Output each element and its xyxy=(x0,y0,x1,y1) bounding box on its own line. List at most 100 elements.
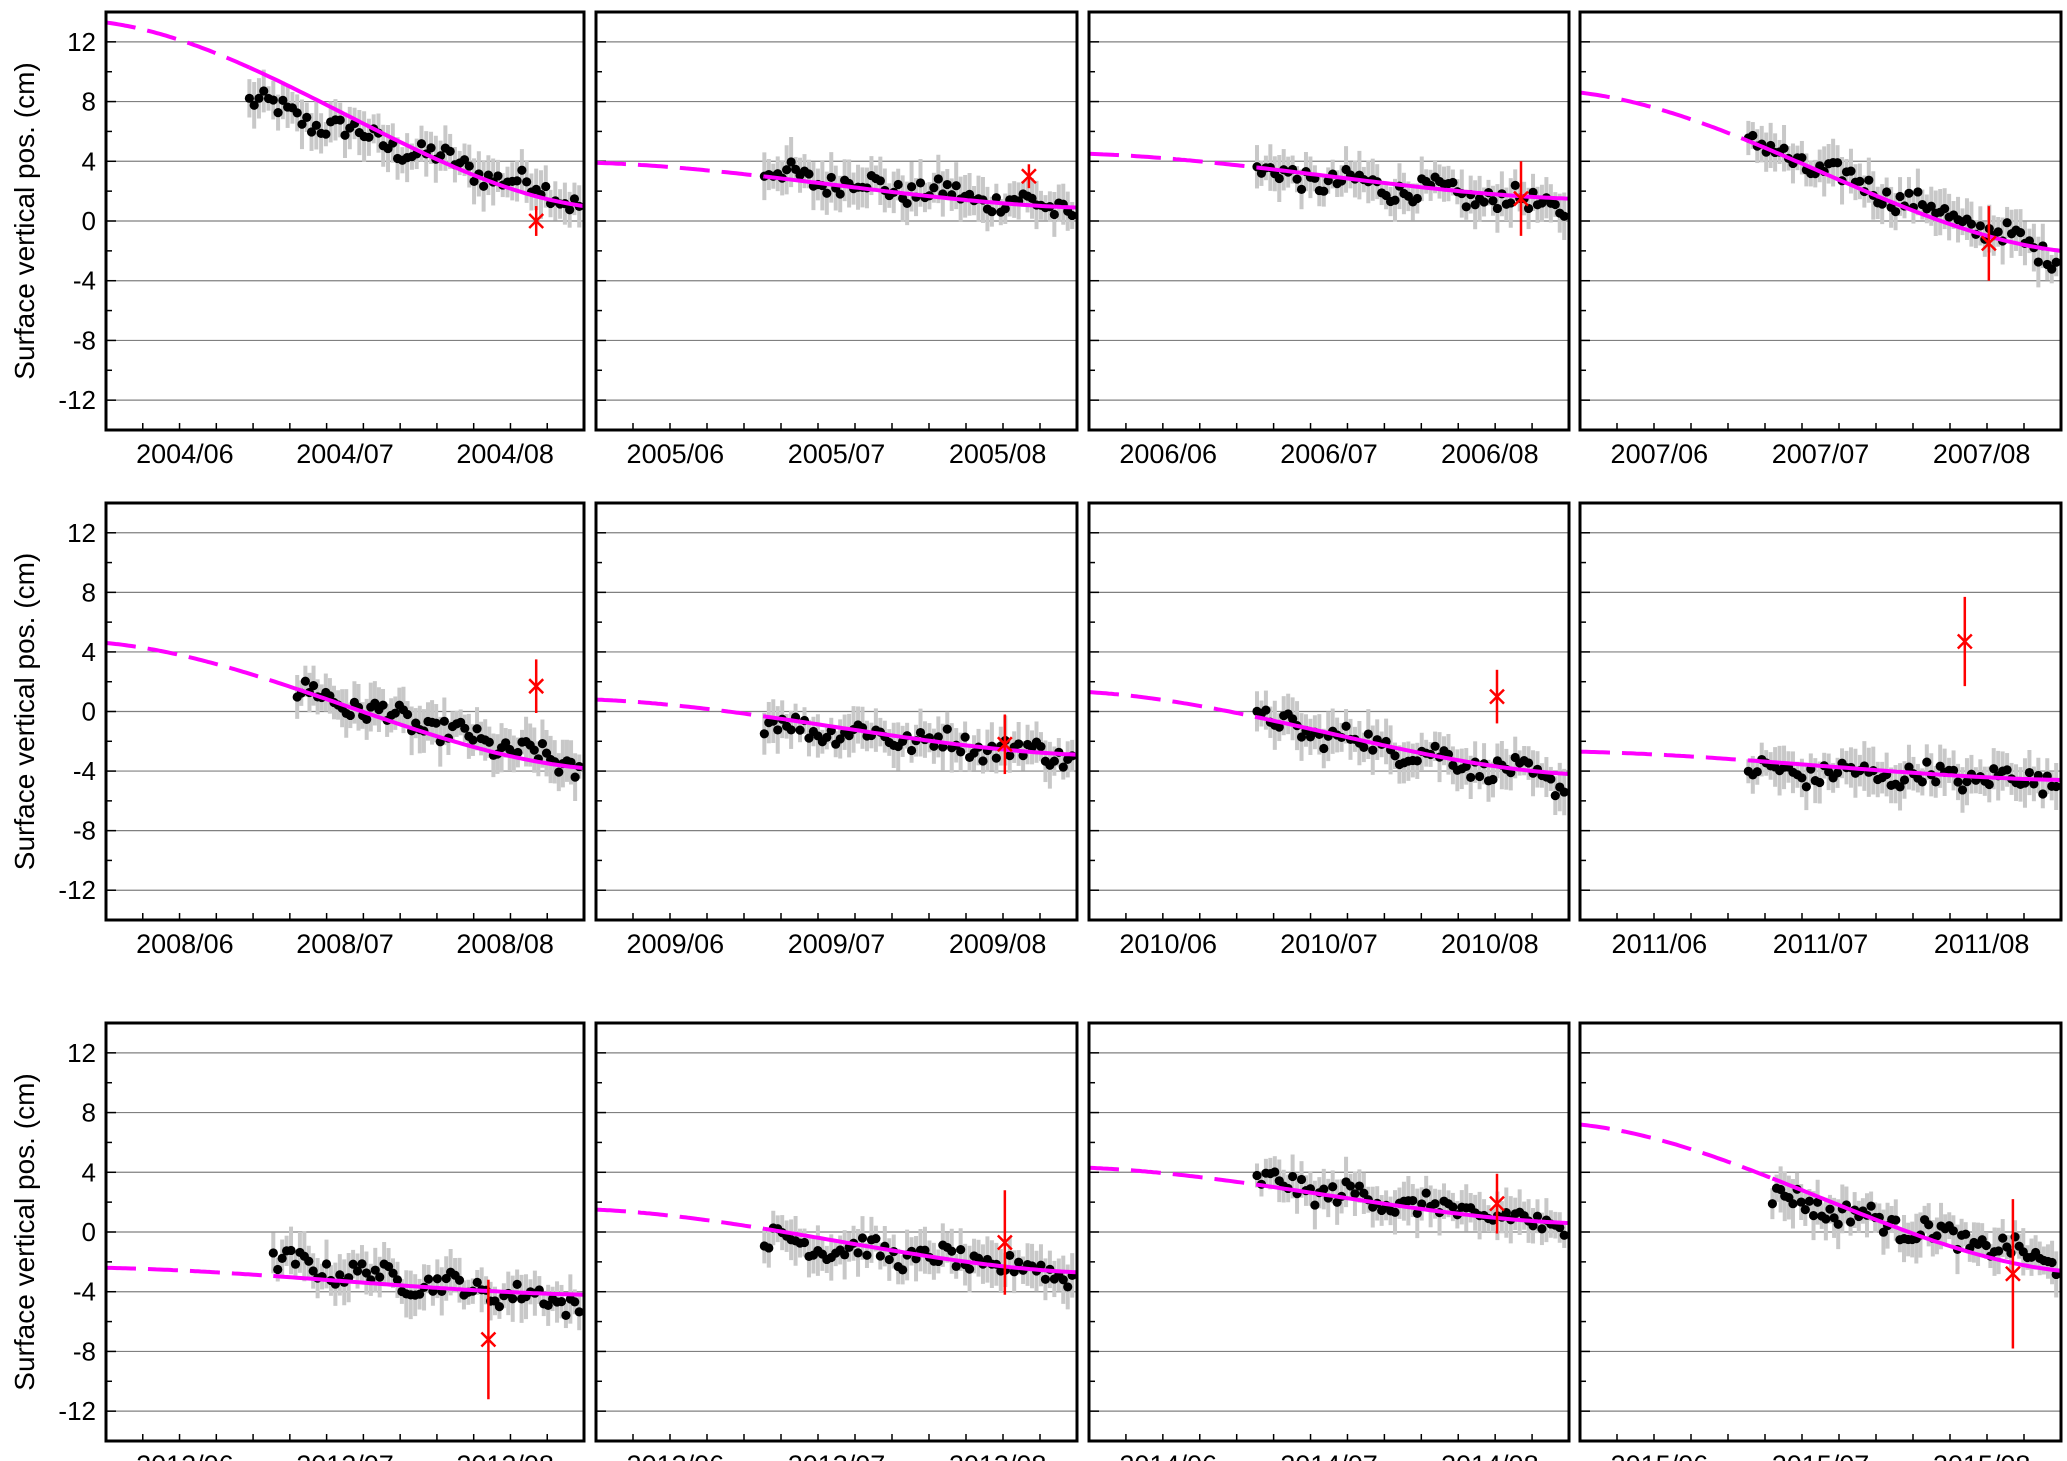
obs-point xyxy=(2033,257,2043,267)
model-curve-dashed xyxy=(1088,151,1258,170)
obs-point xyxy=(1961,1229,1971,1239)
x-tick-label: 2008/06 xyxy=(136,929,234,959)
panel-2011: 2011/06 2011/07 2011/08 xyxy=(1578,501,2063,959)
obs-point xyxy=(786,725,796,735)
y-tick-label: 8 xyxy=(82,577,96,607)
obs-point xyxy=(915,178,926,188)
x-tick-label: 2004/06 xyxy=(136,439,234,469)
obs-point xyxy=(1014,739,1024,749)
obs-point xyxy=(1948,1226,1958,1236)
obs-point xyxy=(1998,1233,2008,1243)
obs-point xyxy=(1296,184,1307,194)
obs-point xyxy=(835,734,845,744)
outlier-marker xyxy=(528,678,545,695)
panel-2015: 2015/06 2015/07 2015/08 xyxy=(1578,1021,2063,1461)
obs-point xyxy=(1319,186,1329,196)
obs-point xyxy=(1866,1201,1876,1211)
obs-point xyxy=(1550,791,1560,801)
obs-point xyxy=(1328,1182,1338,1192)
obs-point xyxy=(259,86,269,96)
panel-2004: 2004/06 2004/07 2004/08 12 8 4 0 -4 -8 -12 Surface… xyxy=(9,10,586,469)
obs-point xyxy=(1808,1211,1819,1221)
obs-point xyxy=(1975,221,1985,231)
panel-frame xyxy=(1578,10,2063,432)
obs-point xyxy=(512,1279,522,1289)
obs-point xyxy=(991,753,1001,763)
obs-point xyxy=(1532,1211,1543,1221)
panel-frame xyxy=(104,501,586,922)
model-curve-dashed xyxy=(595,1207,765,1231)
obs-point xyxy=(906,182,917,192)
obs-point xyxy=(1904,188,1914,198)
obs-point xyxy=(1270,1167,1280,1177)
obs-point xyxy=(335,1270,345,1280)
obs-point xyxy=(1984,779,1994,790)
obs-point xyxy=(1005,751,1015,761)
obs-point xyxy=(822,188,832,198)
x-tick-label: 2011/06 xyxy=(1612,929,1708,959)
obs-point xyxy=(290,1259,301,1269)
panel-frame xyxy=(594,10,1079,432)
x-tick-label: 2011/08 xyxy=(1934,929,2030,959)
obs-point xyxy=(1832,158,1843,168)
obs-point xyxy=(469,176,479,186)
obs-point xyxy=(1359,742,1369,752)
obs-point xyxy=(2024,236,2035,246)
obs-point xyxy=(513,747,523,758)
model-curve xyxy=(764,174,1078,210)
obs-point xyxy=(286,1245,296,1256)
x-tick-label: 2010/08 xyxy=(1441,929,1539,959)
obs-point xyxy=(1390,751,1400,761)
obs-point xyxy=(1319,743,1329,754)
obs-point xyxy=(415,1289,425,1299)
obs-point xyxy=(1000,204,1010,214)
model-curve-dashed xyxy=(1088,1165,1258,1187)
obs-point xyxy=(537,739,548,749)
obs-point xyxy=(2024,767,2035,778)
obs-point xyxy=(1981,1240,1991,1251)
obs-point xyxy=(1345,1181,1356,1191)
obs-point xyxy=(352,1266,363,1276)
x-tick-label: 2004/08 xyxy=(456,439,554,469)
obs-point xyxy=(297,119,307,129)
obs-point xyxy=(1953,777,1963,787)
panel-frame xyxy=(1087,10,1571,432)
obs-point xyxy=(1040,1274,1051,1284)
obs-point xyxy=(273,107,283,118)
obs-point xyxy=(565,205,575,215)
panel-2014: 2014/06 2014/07 2014/08 xyxy=(1087,1021,1571,1461)
obs-point xyxy=(951,181,961,191)
obs-point xyxy=(512,176,522,186)
obs-point xyxy=(1559,1230,1569,1240)
obs-point xyxy=(1461,202,1471,212)
obs-point xyxy=(484,737,494,747)
obs-point xyxy=(388,1268,398,1278)
x-tick-label: 2013/07 xyxy=(788,1450,886,1461)
obs-point xyxy=(268,1248,278,1258)
x-tick-label: 2009/06 xyxy=(627,929,725,959)
obs-point xyxy=(2051,781,2061,792)
outlier-marker xyxy=(1980,235,1997,252)
x-tick-label: 2004/07 xyxy=(296,439,394,469)
obs-point xyxy=(795,725,805,735)
obs-point xyxy=(1523,203,1534,214)
x-tick-label: 2007/06 xyxy=(1611,439,1709,469)
obs-point xyxy=(517,165,527,175)
obs-point xyxy=(1931,777,1941,787)
x-tick-label: 2006/08 xyxy=(1441,439,1539,469)
obs-point xyxy=(2051,257,2061,267)
obs-point xyxy=(920,1245,930,1255)
model-curve-dashed xyxy=(1579,749,1749,763)
obs-point xyxy=(1466,772,1476,783)
obs-point xyxy=(1448,177,1458,188)
obs-point xyxy=(773,725,783,735)
obs-point xyxy=(2047,1257,2057,1268)
obs-point xyxy=(464,161,474,171)
obs-point xyxy=(426,143,436,153)
model-curve xyxy=(1256,1182,1570,1225)
obs-point xyxy=(1882,187,1892,197)
x-tick-label: 2012/06 xyxy=(136,1450,234,1461)
obs-point xyxy=(987,207,997,217)
obs-point xyxy=(1288,1171,1298,1182)
obs-point xyxy=(1550,199,1560,210)
